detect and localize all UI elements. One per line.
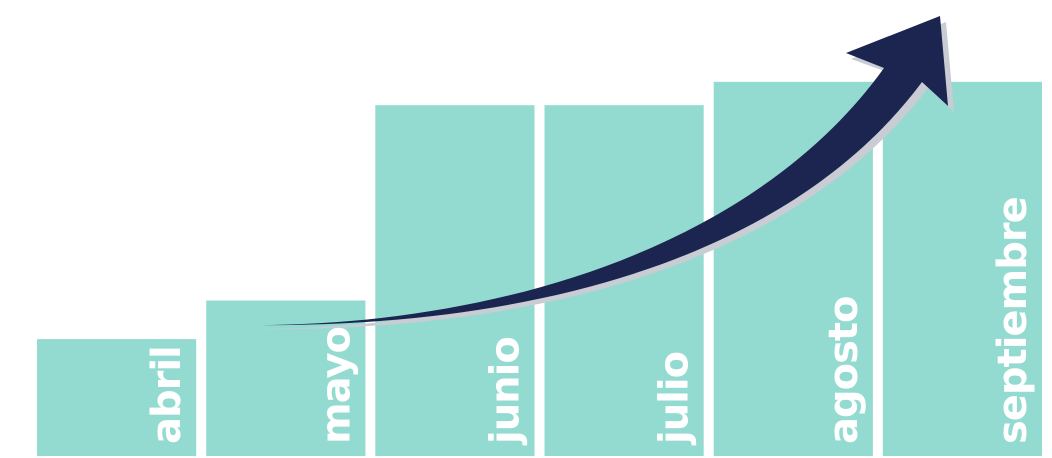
bar-labels-group: abril mayo junio julio agosto septiembre (144, 197, 1036, 446)
bar-label-junio: junio (483, 337, 529, 446)
bar-junio (375, 105, 535, 456)
trend-arrow-body (250, 16, 948, 326)
trend-arrow (250, 16, 954, 330)
bar-label-julio: julio (652, 352, 698, 446)
bar-label-abril: abril (144, 346, 190, 444)
bar-label-septiembre: septiembre (990, 197, 1036, 444)
bar-abril (37, 339, 197, 456)
bar-septiembre (882, 81, 1042, 457)
bar-label-mayo: mayo (313, 327, 359, 444)
bar-label-agosto: agosto (821, 296, 867, 444)
